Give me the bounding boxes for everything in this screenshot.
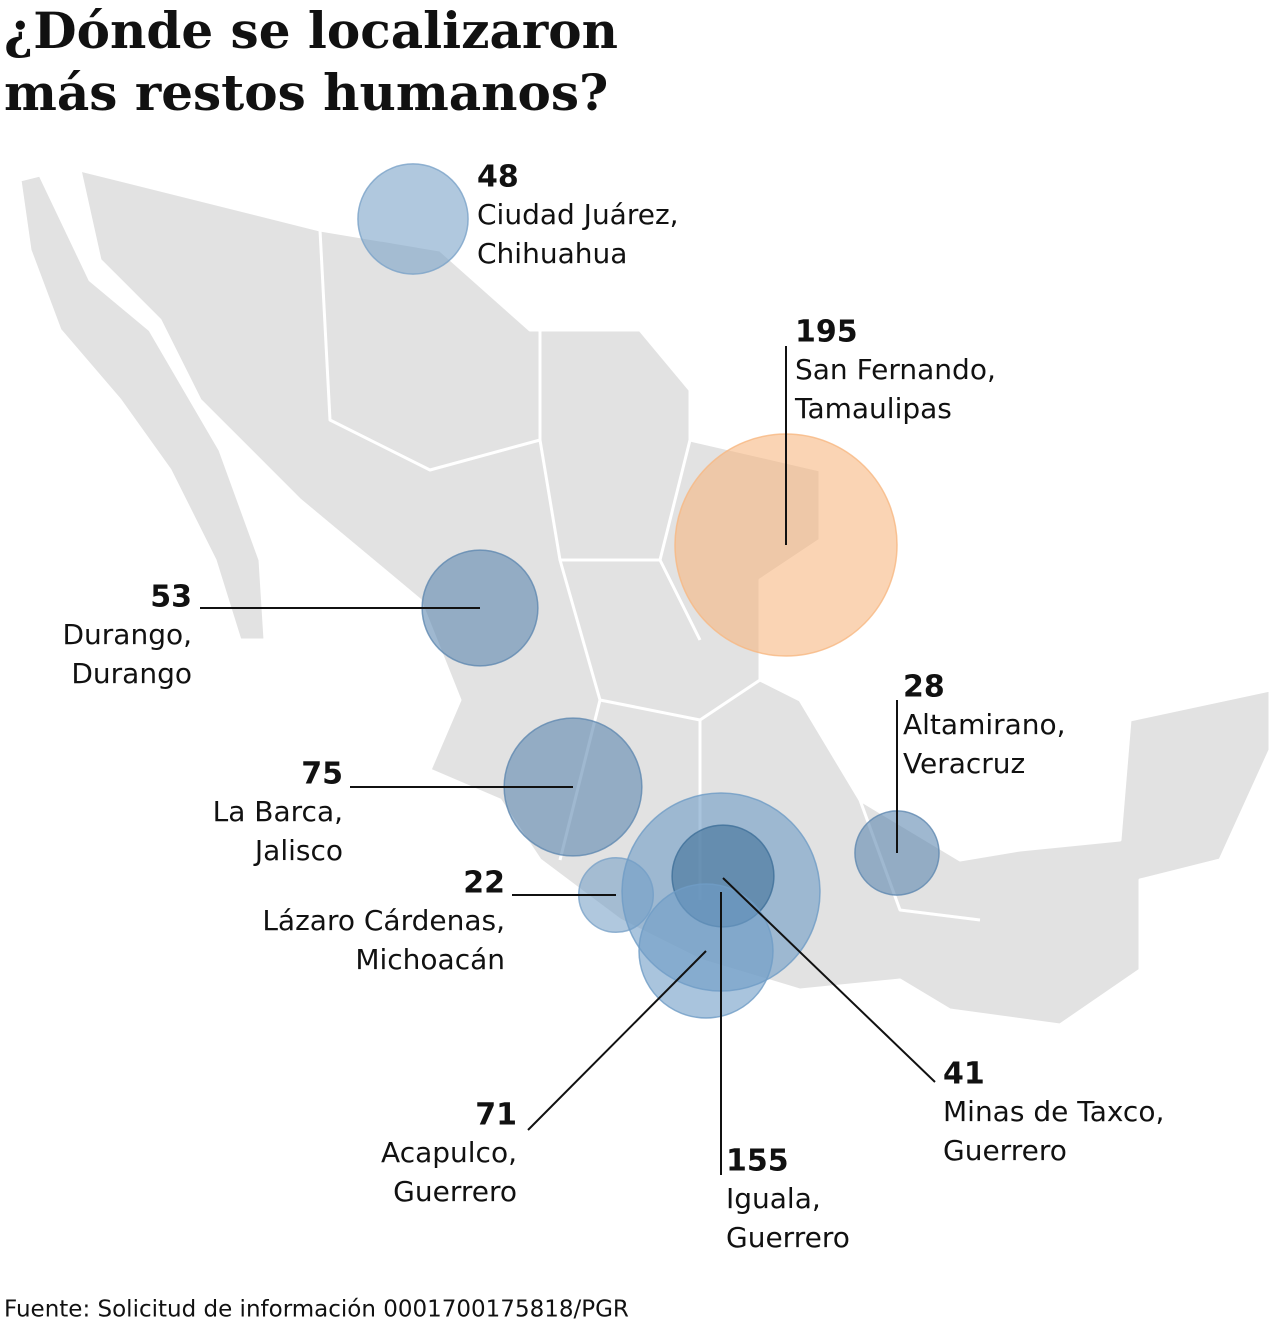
place-label: Acapulco,: [381, 1136, 517, 1169]
place-label: Minas de Taxco,: [943, 1095, 1164, 1128]
title: más restos humanos?: [4, 63, 608, 122]
place-label: San Fernando,: [795, 353, 996, 386]
place-label: Iguala,: [726, 1182, 821, 1215]
leader-line: [722, 877, 936, 1083]
place-label: Durango,: [62, 618, 192, 651]
source: Fuente: Solicitud de información 0001700…: [4, 1297, 629, 1323]
state-label: Guerrero: [393, 1175, 517, 1208]
value-label: 48: [477, 160, 519, 195]
state-label: Michoacán: [355, 943, 505, 976]
bubble: [357, 163, 469, 275]
place-label: Lázaro Cárdenas,: [262, 904, 505, 937]
value-label: 41: [943, 1057, 985, 1092]
map-background: [18, 168, 1272, 1027]
value-label: 71: [475, 1098, 517, 1133]
value-label: 155: [726, 1144, 789, 1179]
value-label: 195: [795, 315, 858, 350]
state-label: Chihuahua: [477, 237, 627, 270]
state-label: Durango: [71, 657, 192, 690]
state-label: Jalisco: [253, 834, 343, 867]
value-label: 28: [903, 670, 945, 705]
title: ¿Dónde se localizaron: [4, 1, 618, 60]
place-label: La Barca,: [213, 795, 343, 828]
value-label: 53: [150, 580, 192, 615]
state-label: Guerrero: [943, 1134, 1067, 1167]
state-label: Tamaulipas: [794, 392, 952, 425]
leader-line: [527, 950, 707, 1131]
value-label: 22: [463, 866, 505, 901]
place-label: Ciudad Juárez,: [477, 198, 679, 231]
value-label: 75: [301, 757, 343, 792]
state-label: Guerrero: [726, 1221, 850, 1254]
state-label: Veracruz: [903, 747, 1025, 780]
place-label: Altamirano,: [903, 708, 1066, 741]
